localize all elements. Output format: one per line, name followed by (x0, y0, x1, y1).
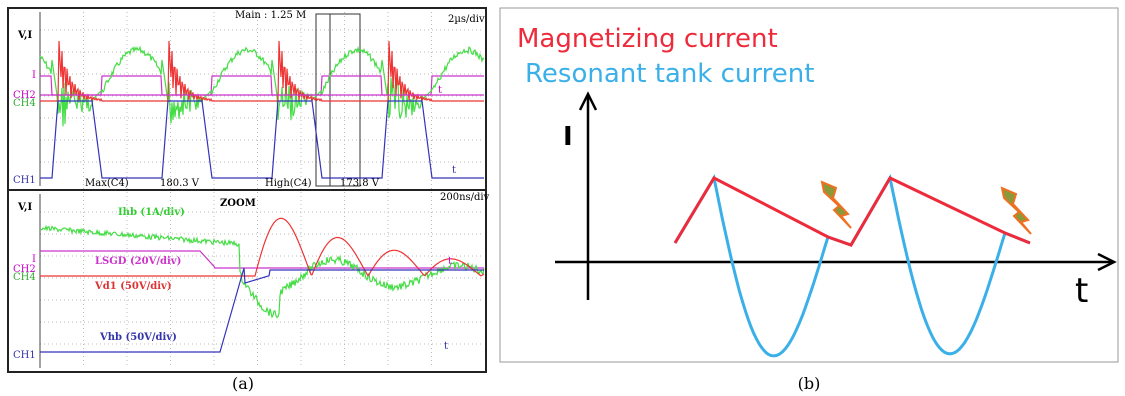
legend-entry: Resonant tank current (525, 59, 814, 89)
legend-entry: Magnetizing current (517, 24, 778, 54)
panel-a: V,I Main : 1.25 M 2µs/div I t CH2 CH4 CH… (8, 8, 490, 372)
x-label: t (1075, 271, 1088, 311)
label: CH4 (13, 272, 36, 283)
caption: (a) (232, 374, 254, 393)
trace-label: Vd1 (50V/div) (94, 281, 172, 292)
label: 2µs/div (448, 14, 485, 25)
caption: (b) (798, 374, 821, 393)
trace-label: Vhb (50V/div) (99, 332, 177, 343)
figure: V,I Main : 1.25 M 2µs/div I t CH2 CH4 CH… (0, 0, 1125, 396)
label: Max(C4) (85, 178, 129, 189)
trace-label: LSGD (20V/div) (95, 256, 181, 267)
label: I (32, 70, 36, 81)
y-label: V,I (17, 30, 32, 41)
label: 200ns/div (440, 192, 490, 203)
page: V,I Main : 1.25 M 2µs/div I t CH2 CH4 CH… (0, 0, 1125, 396)
label: ZOOM (220, 198, 256, 209)
label: t (448, 256, 452, 267)
label: CH1 (13, 350, 36, 361)
label: Main : 1.25 M (235, 10, 306, 21)
label: High(C4) (265, 178, 312, 189)
label: 173.8 V (340, 178, 380, 189)
label: 180.3 V (160, 178, 200, 189)
y-label: I (563, 122, 573, 152)
y-label: V,I (17, 202, 32, 213)
panel-b: Magnetizing current Resonant tank curren… (500, 8, 1118, 362)
label: t (438, 85, 442, 96)
label: t (452, 165, 456, 176)
label: t (444, 341, 448, 352)
label: CH1 (13, 175, 36, 186)
trace-label: Ihb (1A/div) (118, 207, 185, 218)
label: CH4 (13, 98, 36, 109)
